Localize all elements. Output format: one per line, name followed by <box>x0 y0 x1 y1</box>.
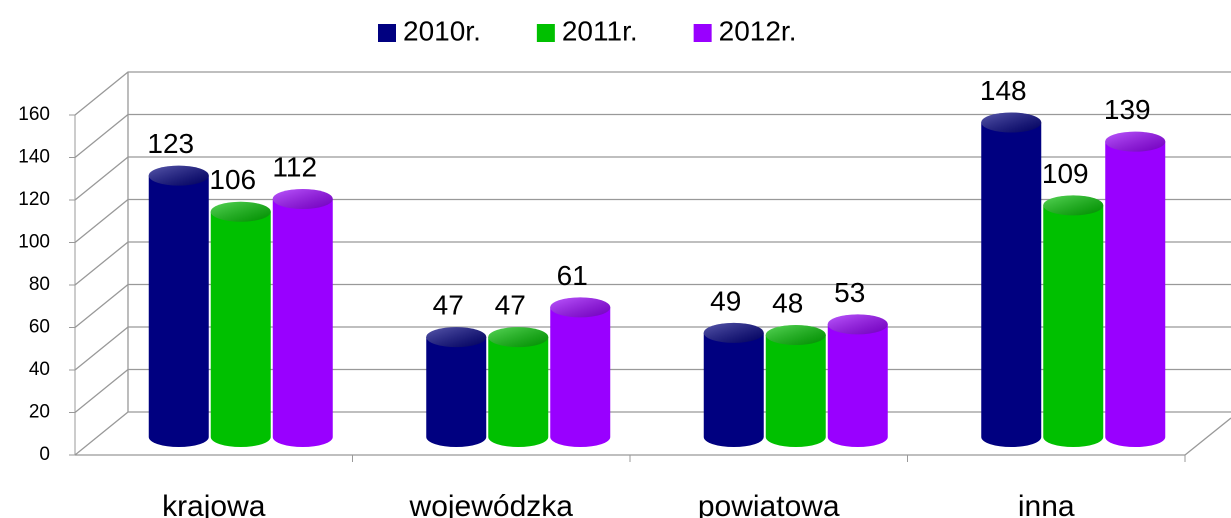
legend-swatch <box>536 24 555 42</box>
legend-label: 2012r. <box>719 15 797 46</box>
cylinder <box>148 165 209 447</box>
y-tick-label: 40 <box>29 359 50 380</box>
cylinder-body <box>550 307 611 447</box>
y-tick-label: 0 <box>39 444 50 465</box>
cylinder-top-shade <box>981 112 1042 133</box>
cylinder <box>426 327 487 447</box>
cylinder-body <box>488 337 549 447</box>
y-tick-label: 60 <box>29 317 50 338</box>
cylinder-body <box>148 175 209 447</box>
legend-label: 2011r. <box>562 15 638 46</box>
cylinder-body <box>426 337 487 447</box>
cylinder-top-shade <box>488 327 549 348</box>
cylinder-top-shade <box>550 297 611 318</box>
data-label: 139 <box>1104 94 1151 125</box>
y-tick-label: 100 <box>18 232 50 253</box>
cylinder-top-shade <box>210 201 271 222</box>
x-tick-label: krajowa <box>162 490 266 518</box>
cylinder <box>981 112 1042 447</box>
cylinder-body <box>1043 205 1104 447</box>
cylinder <box>1043 195 1104 447</box>
x-tick-label: powiatowa <box>698 490 840 518</box>
cylinder-top-shade <box>1043 195 1104 216</box>
data-label: 61 <box>557 260 588 291</box>
y-tick-label: 160 <box>18 104 50 125</box>
cylinder-top-shade <box>148 165 209 186</box>
data-label: 123 <box>147 128 194 159</box>
cylinder-body <box>1105 141 1166 447</box>
cylinder-body <box>703 332 764 447</box>
cylinder-top-shade <box>703 322 764 343</box>
cylinder <box>272 189 333 447</box>
cylinder-top-shade <box>426 327 487 348</box>
cylinder-body <box>765 335 826 447</box>
data-label: 49 <box>710 285 741 316</box>
grid-line <box>74 71 1231 116</box>
cylinder <box>703 322 764 447</box>
data-label: 47 <box>495 290 526 321</box>
data-label: 47 <box>433 290 464 321</box>
floor-right <box>1184 417 1231 456</box>
cylinder-top-shade <box>765 325 826 345</box>
grid-line <box>74 113 1231 159</box>
cylinder-top-shade <box>827 314 888 335</box>
cylinder <box>488 327 549 447</box>
cylinder <box>1105 131 1166 447</box>
x-tick-label: inna <box>1018 490 1075 518</box>
data-label: 148 <box>980 75 1027 106</box>
cylinder <box>827 314 888 447</box>
data-label: 106 <box>209 164 256 195</box>
cylinder-body <box>827 324 888 447</box>
data-label: 109 <box>1042 158 1089 189</box>
x-tick-label: wojewódzka <box>409 490 574 518</box>
legend-label: 2010r. <box>403 15 481 46</box>
legend-swatch <box>378 24 396 42</box>
y-tick-label: 120 <box>18 189 50 210</box>
legend-swatch <box>693 24 712 42</box>
data-label: 112 <box>272 151 317 182</box>
cylinder-top-shade <box>1105 131 1166 152</box>
cylinder <box>765 325 826 447</box>
cylinder <box>550 297 611 447</box>
y-tick-label: 140 <box>18 147 50 168</box>
data-label: 48 <box>772 287 803 318</box>
cylinder-top-shade <box>272 189 333 209</box>
cylinder-body <box>210 211 271 447</box>
y-tick-label: 80 <box>29 274 50 295</box>
cylinder-body <box>272 199 333 447</box>
data-label: 53 <box>834 277 865 308</box>
y-tick-label: 20 <box>29 402 50 423</box>
cylinder <box>210 201 271 447</box>
cylinder-body <box>981 122 1042 447</box>
